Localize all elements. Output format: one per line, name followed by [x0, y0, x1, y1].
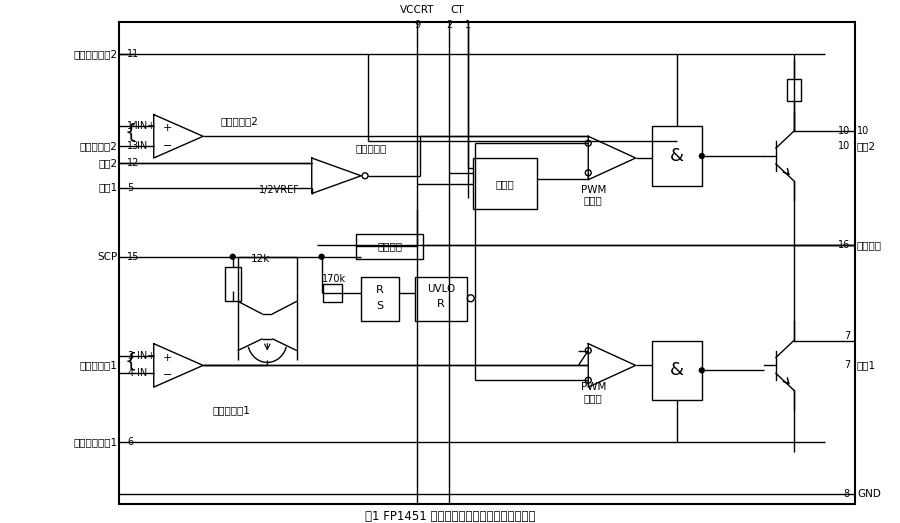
- Text: 输出1: 输出1: [857, 360, 876, 370]
- Text: 7: 7: [843, 331, 850, 341]
- Text: 误差放大器1: 误差放大器1: [213, 405, 251, 415]
- Text: 6: 6: [127, 437, 133, 448]
- Text: &: &: [670, 147, 684, 165]
- Bar: [322, 285, 342, 302]
- Bar: [119, 22, 855, 504]
- Text: 图1 FP1451 集成电路（逆变器）内部电路框图: 图1 FP1451 集成电路（逆变器）内部电路框图: [364, 510, 536, 523]
- Text: 8: 8: [844, 489, 850, 499]
- Text: VCCRT: VCCRT: [400, 5, 435, 15]
- Text: 3: 3: [127, 350, 133, 360]
- Text: R: R: [376, 286, 383, 295]
- Text: 9: 9: [414, 20, 420, 30]
- Bar: [787, 79, 801, 101]
- Text: IN+: IN+: [137, 350, 155, 360]
- Text: 7: 7: [843, 360, 850, 370]
- Text: CT: CT: [450, 5, 464, 15]
- Bar: [416, 277, 467, 321]
- Text: S: S: [376, 301, 383, 311]
- Text: 16: 16: [838, 240, 850, 250]
- Circle shape: [320, 254, 324, 259]
- Text: 11: 11: [127, 49, 140, 59]
- Text: UVLO: UVLO: [427, 285, 455, 294]
- Text: 基准电压: 基准电压: [377, 242, 402, 252]
- Text: IN-: IN-: [137, 141, 150, 151]
- Bar: [225, 267, 240, 301]
- Text: 误差放大器1: 误差放大器1: [79, 360, 117, 370]
- Bar: [652, 340, 702, 400]
- Text: {: {: [124, 123, 137, 142]
- Text: 2: 2: [446, 20, 452, 30]
- Text: 10: 10: [857, 127, 869, 137]
- Text: R: R: [437, 299, 445, 309]
- Text: 15: 15: [127, 252, 140, 262]
- Text: 5: 5: [127, 183, 133, 192]
- Text: GND: GND: [857, 489, 881, 499]
- Text: −: −: [163, 370, 172, 380]
- Bar: [361, 277, 399, 321]
- Bar: [652, 127, 702, 186]
- Text: 12: 12: [127, 158, 140, 168]
- Text: +: +: [163, 353, 172, 362]
- Text: 10: 10: [838, 127, 850, 137]
- Text: 比较器: 比较器: [584, 196, 603, 206]
- Text: 12k: 12k: [250, 254, 270, 264]
- Text: 振荡器: 振荡器: [495, 179, 514, 189]
- Text: −: −: [163, 141, 172, 151]
- Text: 误差放大器2: 误差放大器2: [79, 141, 117, 151]
- Circle shape: [699, 154, 705, 158]
- Text: IN+: IN+: [137, 121, 155, 131]
- Text: 电压比较器: 电压比较器: [356, 143, 387, 153]
- Text: IN-: IN-: [137, 368, 150, 378]
- Text: SCP: SCP: [97, 252, 117, 262]
- Text: PWM: PWM: [580, 185, 606, 195]
- Text: 4: 4: [127, 368, 133, 378]
- Circle shape: [230, 254, 235, 259]
- Text: 误差放大器2: 误差放大器2: [220, 117, 259, 127]
- Text: 比较器: 比较器: [584, 393, 603, 403]
- Text: PWM: PWM: [580, 382, 606, 392]
- Text: 1: 1: [464, 20, 471, 30]
- Text: 10: 10: [838, 141, 850, 151]
- Text: 输出2: 输出2: [857, 141, 876, 151]
- Text: 死区时间控制1: 死区时间控制1: [73, 437, 117, 448]
- Text: 1/2VREF: 1/2VREF: [259, 185, 300, 195]
- Text: {: {: [124, 352, 137, 371]
- Text: 死区时间控制2: 死区时间控制2: [73, 49, 117, 59]
- Text: 170k: 170k: [321, 275, 346, 285]
- Text: 基准电压: 基准电压: [857, 240, 882, 250]
- Bar: [356, 234, 423, 259]
- Circle shape: [699, 368, 705, 373]
- Text: 反馈1: 反馈1: [98, 183, 117, 192]
- Text: +: +: [163, 123, 172, 133]
- Text: 14: 14: [127, 121, 140, 131]
- Bar: [472, 158, 537, 209]
- Text: &: &: [670, 361, 684, 379]
- Text: 13: 13: [127, 141, 140, 151]
- Text: 反馈2: 反馈2: [98, 158, 117, 168]
